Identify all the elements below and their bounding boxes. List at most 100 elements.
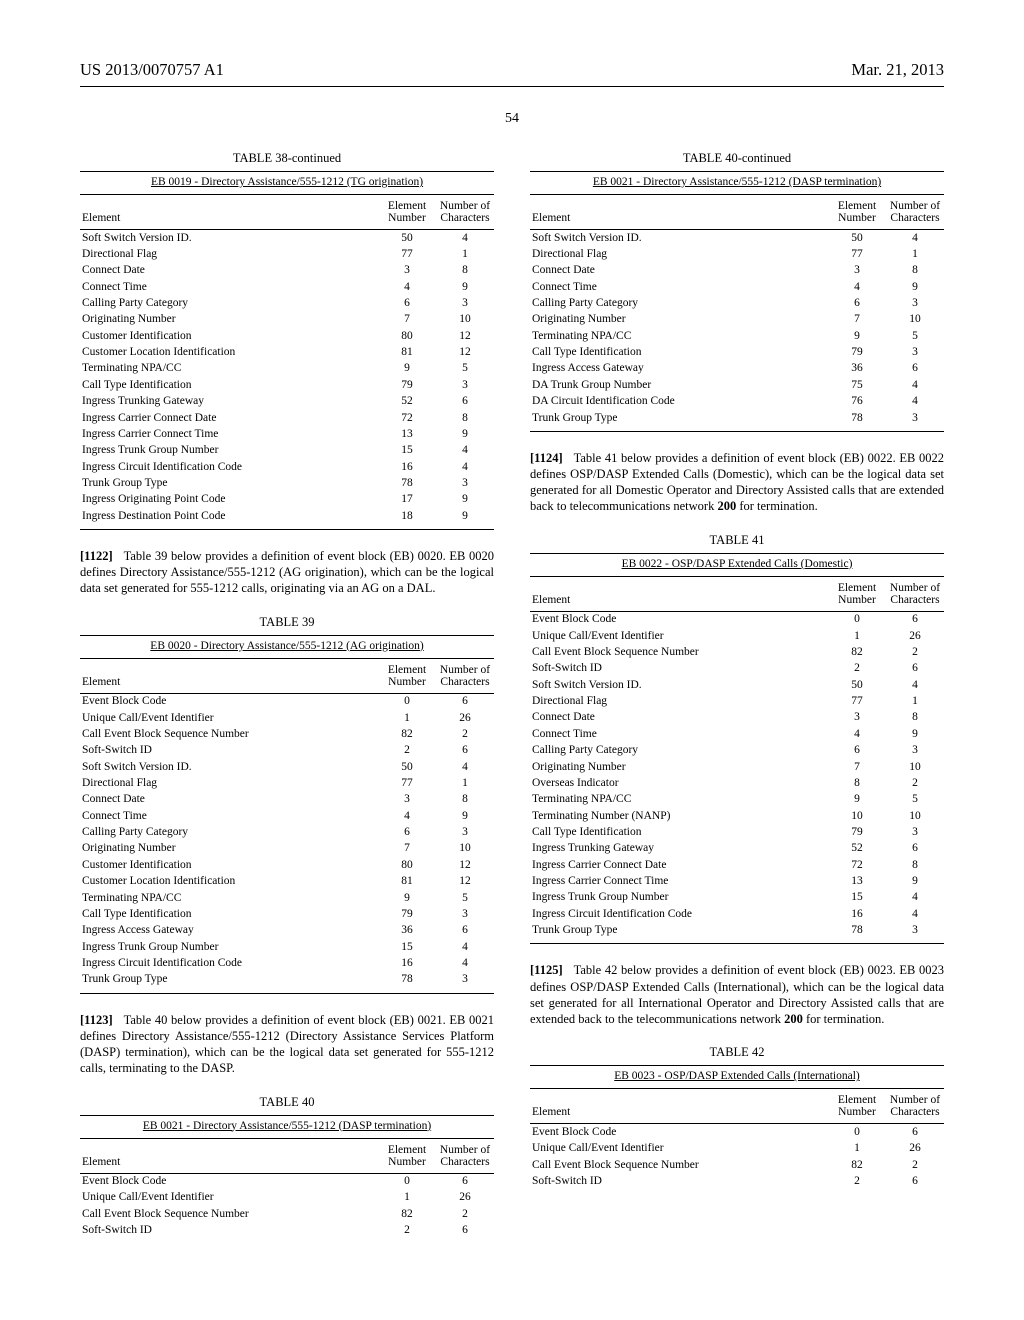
- cell-characters: 12: [436, 345, 494, 361]
- cell-characters: 3: [886, 345, 944, 361]
- table-row: Ingress Circuit Identification Code164: [80, 459, 494, 475]
- cell-characters: 26: [436, 710, 494, 726]
- table-rule: [530, 431, 944, 432]
- cell-element: Unique Call/Event Identifier: [80, 710, 378, 726]
- cell-element-number: 0: [378, 693, 436, 710]
- table-row: Event Block Code06: [80, 693, 494, 710]
- cell-element-number: 8: [828, 775, 886, 791]
- cell-characters: 9: [436, 508, 494, 529]
- table-row: Ingress Circuit Identification Code164: [530, 906, 944, 922]
- cell-characters: 4: [436, 759, 494, 775]
- table-row: Calling Party Category63: [80, 825, 494, 841]
- cell-characters: 3: [886, 923, 944, 944]
- cell-element: Event Block Code: [80, 1173, 378, 1190]
- cell-characters: 6: [886, 361, 944, 377]
- cell-element: Customer Identification: [80, 857, 378, 873]
- cell-element: Ingress Trunking Gateway: [80, 394, 378, 410]
- table39: Element ElementNumber Number ofCharacter…: [80, 658, 494, 993]
- table-row: Overseas Indicator82: [530, 775, 944, 791]
- cell-characters: 4: [886, 377, 944, 393]
- cell-element: Calling Party Category: [530, 295, 828, 311]
- cell-element: Call Event Block Sequence Number: [530, 1157, 828, 1173]
- cell-element: Call Type Identification: [530, 345, 828, 361]
- cell-element: Connect Date: [80, 792, 378, 808]
- table41-caption: TABLE 41: [530, 533, 944, 548]
- cell-element-number: 16: [378, 459, 436, 475]
- table-rule: [80, 993, 494, 994]
- cell-characters: 2: [886, 775, 944, 791]
- table-row: Call Type Identification793: [80, 906, 494, 922]
- cell-element: Soft-Switch ID: [80, 1223, 378, 1244]
- table-row: Unique Call/Event Identifier126: [530, 1141, 944, 1157]
- cell-element: Ingress Carrier Connect Date: [530, 857, 828, 873]
- cell-element-number: 9: [378, 890, 436, 906]
- table-row: Customer Identification8012: [80, 857, 494, 873]
- cell-characters: 6: [436, 1223, 494, 1244]
- cell-element-number: 82: [378, 726, 436, 742]
- table-row: Soft-Switch ID26: [80, 743, 494, 759]
- cell-element-number: 76: [828, 394, 886, 410]
- cell-characters: 3: [436, 906, 494, 922]
- cell-element-number: 77: [378, 246, 436, 262]
- cell-element-number: 0: [378, 1173, 436, 1190]
- cell-element-number: 6: [378, 295, 436, 311]
- para-number: [1125]: [530, 963, 563, 977]
- cell-element-number: 7: [828, 312, 886, 328]
- cell-element-number: 50: [828, 230, 886, 247]
- cell-element: Soft Switch Version ID.: [80, 759, 378, 775]
- cell-element: Event Block Code: [80, 693, 378, 710]
- cell-element: Originating Number: [80, 841, 378, 857]
- table40b-title: EB 0021 - Directory Assistance/555-1212 …: [530, 171, 944, 194]
- cell-element: Ingress Trunk Group Number: [80, 939, 378, 955]
- para-text-b: for termination.: [803, 1012, 885, 1026]
- cell-element: Ingress Trunk Group Number: [80, 443, 378, 459]
- cell-element-number: 7: [828, 759, 886, 775]
- cell-element: Terminating NPA/CC: [80, 890, 378, 906]
- cell-characters: 26: [886, 1141, 944, 1157]
- table-row: Ingress Destination Point Code189: [80, 508, 494, 529]
- cell-element: Ingress Originating Point Code: [80, 492, 378, 508]
- table-row: Originating Number710: [80, 312, 494, 328]
- cell-characters: 6: [436, 1173, 494, 1190]
- table-row: Ingress Trunk Group Number154: [80, 443, 494, 459]
- cell-element: Customer Location Identification: [80, 345, 378, 361]
- cell-element: Call Type Identification: [530, 824, 828, 840]
- cell-element: Trunk Group Type: [530, 410, 828, 431]
- cell-characters: 8: [436, 410, 494, 426]
- col-characters: Number ofCharacters: [436, 1138, 494, 1173]
- col-element: Element: [530, 1089, 828, 1124]
- cell-characters: 8: [436, 792, 494, 808]
- col-characters: Number ofCharacters: [436, 658, 494, 693]
- cell-characters: 4: [886, 677, 944, 693]
- table-row: DA Trunk Group Number754: [530, 377, 944, 393]
- cell-element: Connect Time: [530, 726, 828, 742]
- cell-element-number: 3: [378, 263, 436, 279]
- cell-element: DA Circuit Identification Code: [530, 394, 828, 410]
- cell-characters: 9: [436, 808, 494, 824]
- cell-characters: 3: [436, 972, 494, 993]
- cell-element-number: 16: [378, 955, 436, 971]
- cell-element: DA Trunk Group Number: [530, 377, 828, 393]
- cell-element-number: 15: [378, 443, 436, 459]
- cell-characters: 3: [436, 475, 494, 491]
- table-rule: [530, 943, 944, 944]
- cell-element-number: 9: [828, 328, 886, 344]
- cell-element-number: 6: [828, 743, 886, 759]
- cell-element: Soft Switch Version ID.: [530, 677, 828, 693]
- para-number: [1122]: [80, 549, 113, 563]
- cell-characters: 6: [886, 1124, 944, 1141]
- cell-characters: 10: [436, 841, 494, 857]
- table-row: Ingress Trunking Gateway526: [80, 394, 494, 410]
- cell-element-number: 81: [378, 874, 436, 890]
- cell-characters: 9: [436, 492, 494, 508]
- table-row: Directional Flag771: [530, 694, 944, 710]
- cell-element-number: 4: [378, 279, 436, 295]
- header-rule: [80, 86, 944, 87]
- table-row: Terminating NPA/CC95: [80, 361, 494, 377]
- cell-characters: 1: [886, 246, 944, 262]
- table-row: Ingress Circuit Identification Code164: [80, 955, 494, 971]
- cell-element: Ingress Carrier Connect Date: [80, 410, 378, 426]
- cell-element-number: 1: [828, 628, 886, 644]
- cell-element: Event Block Code: [530, 611, 828, 628]
- cell-element-number: 18: [378, 508, 436, 529]
